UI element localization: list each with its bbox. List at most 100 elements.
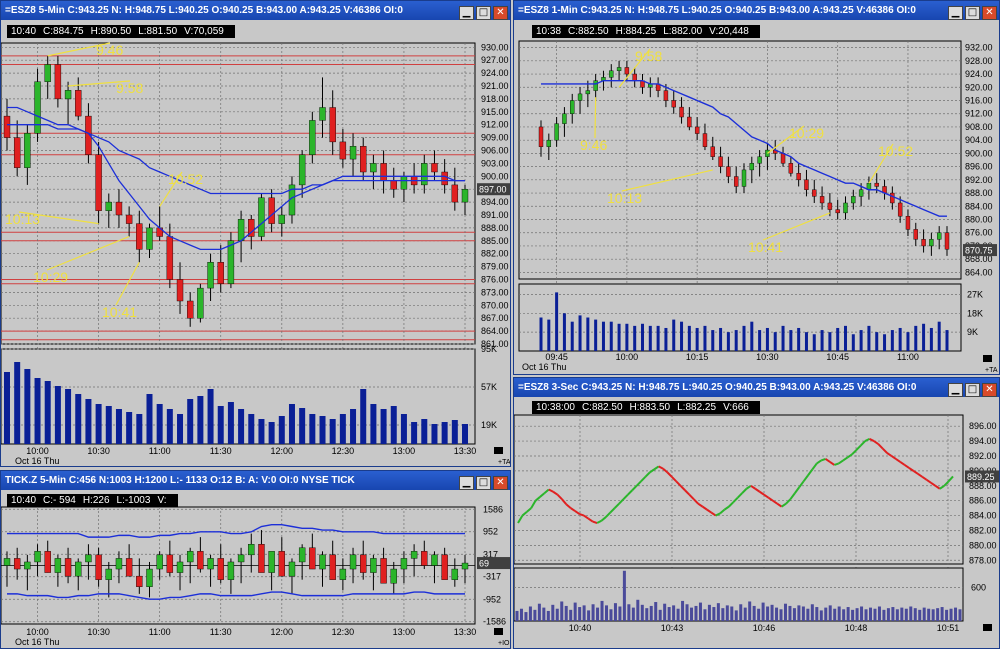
- y-tick-label: 909.00: [481, 133, 509, 143]
- candle-body: [197, 287, 204, 319]
- candle-body: [44, 64, 51, 82]
- volume-bar: [694, 605, 698, 621]
- volume-bar: [801, 606, 805, 621]
- price-chart-5min[interactable]: 930.00 927.00 924.00 921.00 918.00 915.00 912.…: [1, 1, 511, 467]
- tick-bar-body: [34, 551, 41, 563]
- minimize-button[interactable]: ▁: [948, 383, 963, 397]
- price-segment: [745, 484, 752, 490]
- minimize-button[interactable]: ▁: [948, 6, 963, 20]
- volume-bar: [115, 409, 122, 444]
- window-title-bar[interactable]: =ESZ8 3-Sec C:943.25 N: H:948.75 L:940.2…: [514, 378, 999, 397]
- price-segment: [890, 455, 897, 460]
- price-segment: [565, 503, 572, 509]
- tick-bar-body: [461, 562, 469, 570]
- volume-bar: [594, 319, 598, 351]
- close-button[interactable]: ✕: [982, 6, 997, 20]
- maximize-button[interactable]: □: [965, 6, 980, 20]
- annotation-label: 10:13: [607, 190, 642, 206]
- close-button[interactable]: ✕: [982, 383, 997, 397]
- readout-high: H:884.25: [615, 26, 657, 37]
- close-button[interactable]: ✕: [493, 6, 508, 20]
- tick-bar-body: [13, 558, 21, 570]
- last-price-tag-bg: [965, 470, 999, 483]
- volume-bar: [636, 599, 640, 621]
- volume-bar: [833, 608, 837, 621]
- minimize-button[interactable]: ▁: [459, 476, 474, 490]
- window-title-bar[interactable]: =ESZ8 5-Min C:943.25 N: H:948.75 L:940.2…: [1, 1, 510, 20]
- volume-bar: [551, 604, 555, 621]
- price-chart-3sec[interactable]: 896.00894.00892.00890.00888.00886.00884.…: [514, 378, 1000, 649]
- price-segment: [548, 488, 554, 493]
- y-tick-label: 920.00: [965, 82, 993, 92]
- volume-bar: [44, 381, 51, 444]
- x-tick-label: 11:30: [210, 446, 232, 456]
- y-tick-label: 918.00: [481, 94, 509, 104]
- esz8-3sec-window[interactable]: =ESZ8 3-Sec C:943.25 N: H:948.75 L:940.2…: [513, 377, 1000, 649]
- maximize-button[interactable]: □: [476, 476, 491, 490]
- esz8-5min-window[interactable]: =ESZ8 5-Min C:943.25 N: H:948.75 L:940.2…: [0, 0, 511, 467]
- volume-bar: [617, 323, 621, 351]
- candle-body: [298, 154, 306, 186]
- volume-bar: [837, 606, 841, 621]
- volume-bar: [380, 409, 387, 444]
- tick-5min-window[interactable]: TICK.Z 5-Min C:456 N:1003 H:1200 L:- 113…: [0, 470, 511, 649]
- volume-bar: [329, 419, 336, 444]
- tick-bar-body: [237, 554, 245, 563]
- volume-bar: [622, 570, 626, 621]
- y-tick-label: 882.00: [969, 525, 997, 535]
- y-tick-label: 888.00: [481, 223, 509, 233]
- volume-bar: [664, 327, 668, 351]
- volume-bar: [586, 317, 590, 351]
- tick-bar-body: [380, 558, 387, 584]
- tick-bar-body: [44, 551, 51, 573]
- price-chart-1min[interactable]: 932.00 928.00 924.00 920.00 916.00 912.00 908.…: [514, 1, 1000, 375]
- y-tick-label: 906.00: [481, 146, 509, 156]
- volume-bar: [105, 406, 112, 444]
- volume-bar: [217, 406, 224, 444]
- price-segment: [860, 440, 866, 447]
- volume-bar: [177, 414, 184, 444]
- volume-bar: [570, 321, 574, 351]
- window-title-bar[interactable]: =ESZ8 1-Min C:943.25 N: H:948.75 L:940.2…: [514, 1, 999, 20]
- tick-bar-body: [410, 551, 418, 559]
- price-segment: [679, 485, 686, 491]
- candle-body: [278, 214, 285, 224]
- tick-bar-body: [75, 561, 82, 577]
- x-tick-label: 10:51: [937, 623, 960, 633]
- tick-bar-body: [360, 554, 367, 573]
- price-segment: [600, 516, 607, 522]
- volume-bar: [24, 369, 31, 444]
- tick-bar-body: [431, 554, 438, 566]
- candle-body: [843, 202, 848, 214]
- price-segment: [750, 484, 756, 490]
- esz8-1min-window[interactable]: =ESZ8 1-Min C:943.25 N: H:948.75 L:940.2…: [513, 0, 1000, 375]
- close-button[interactable]: ✕: [493, 476, 508, 490]
- volume-bar: [783, 603, 787, 621]
- volume-bar: [716, 603, 720, 621]
- candle-body: [554, 123, 559, 141]
- maximize-button[interactable]: □: [476, 6, 491, 20]
- price-segment: [829, 461, 835, 466]
- candle-body: [248, 219, 255, 237]
- volume-bar: [248, 414, 255, 444]
- tick-chart-5min[interactable]: 1586 952 317 -317 -952 -1586 69 10:00 10:30 11:00…: [1, 471, 511, 649]
- candle-body: [788, 163, 794, 174]
- candle-body: [3, 115, 11, 138]
- maximize-button[interactable]: □: [965, 383, 980, 397]
- volume-bar: [156, 404, 163, 444]
- moving-average: [541, 79, 947, 217]
- volume-bar: [136, 414, 143, 444]
- volume-bar: [400, 414, 407, 444]
- price-segment: [640, 476, 647, 483]
- volume-bar: [927, 608, 931, 621]
- minimize-button[interactable]: ▁: [459, 6, 474, 20]
- volume-bar: [680, 321, 684, 351]
- readout-close: C:882.50: [581, 402, 623, 413]
- readout-low: L:882.00: [663, 26, 703, 37]
- tick-bar-body: [441, 554, 448, 580]
- candle-body: [671, 100, 676, 108]
- candle-body: [431, 163, 438, 173]
- window-title-bar[interactable]: TICK.Z 5-Min C:456 N:1003 H:1200 L:- 113…: [1, 471, 510, 490]
- price-segment: [579, 513, 585, 517]
- y-tick-label: 867.00: [481, 313, 509, 323]
